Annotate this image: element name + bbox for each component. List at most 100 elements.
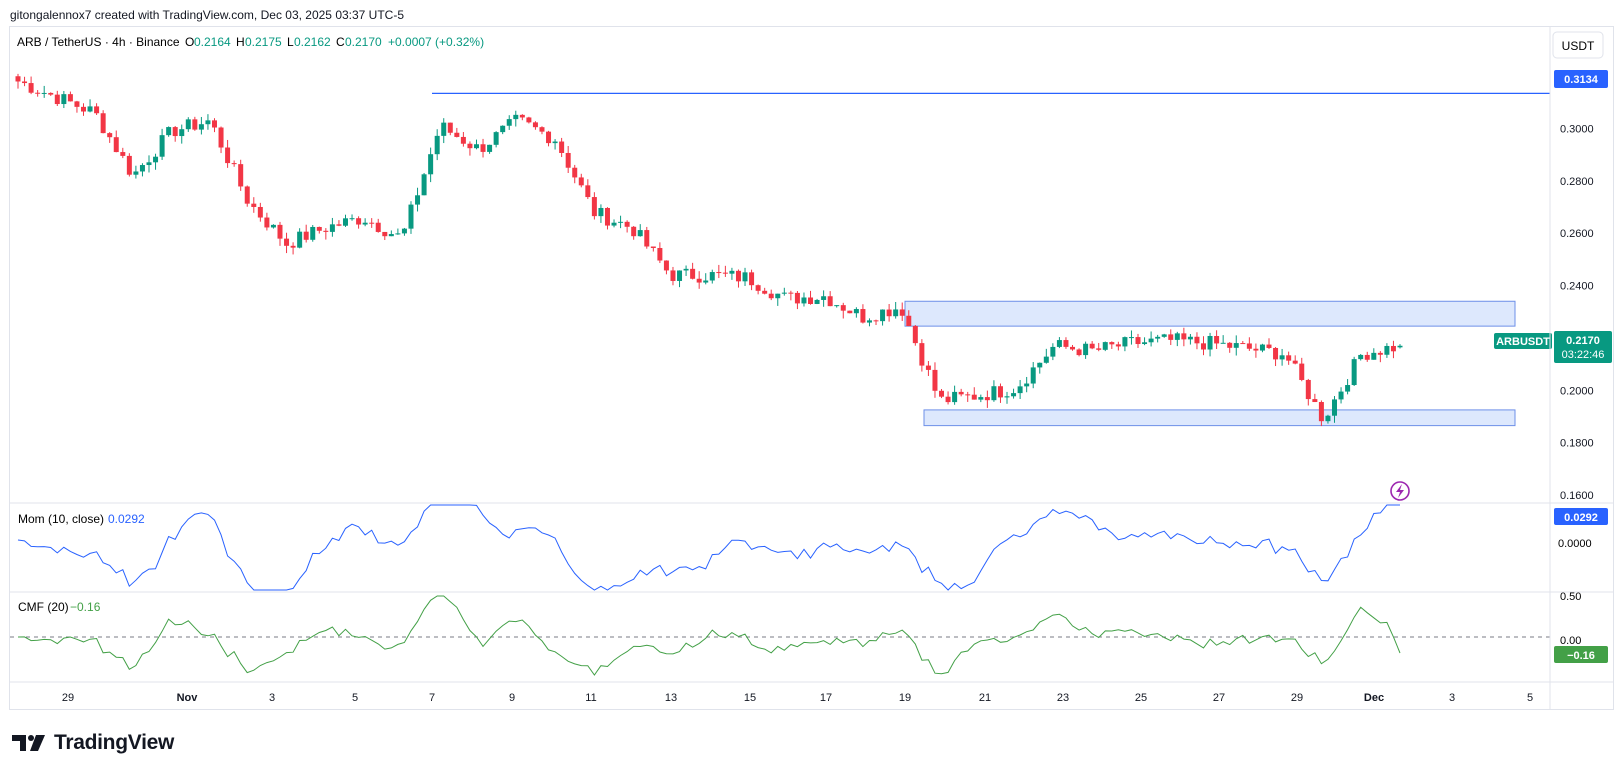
candle-body xyxy=(768,293,774,299)
candle-body xyxy=(670,270,676,281)
candle-body xyxy=(578,177,584,186)
candle-body xyxy=(22,81,28,84)
candle-body xyxy=(1070,346,1076,350)
low-label: L xyxy=(287,35,294,49)
candle-body xyxy=(585,185,591,198)
candle-body xyxy=(87,106,93,112)
price-tag-countdown: 03:22:46 xyxy=(1562,349,1605,361)
candle-body xyxy=(618,221,624,223)
mom-label[interactable]: Mom (10, close) xyxy=(18,512,104,526)
candle-body xyxy=(1115,344,1121,347)
candle-body xyxy=(532,122,538,128)
candle-body xyxy=(179,129,185,137)
candle-body xyxy=(480,144,486,152)
candle-body xyxy=(984,397,990,401)
candle-body xyxy=(1220,342,1226,344)
candle-body xyxy=(133,171,139,175)
candle-body xyxy=(860,309,866,323)
candle-body xyxy=(1312,399,1318,403)
candle-body xyxy=(388,234,394,237)
candle-body xyxy=(559,141,565,153)
candle-body xyxy=(1063,340,1069,347)
candle-body xyxy=(251,203,257,207)
candle-body xyxy=(415,195,421,205)
cmf-line xyxy=(17,595,1401,676)
candle-body xyxy=(690,268,696,279)
candle-body xyxy=(401,228,407,234)
candle-body xyxy=(1325,415,1331,422)
candle-body xyxy=(225,147,231,164)
candle-body xyxy=(552,141,558,144)
time-axis-tick: 9 xyxy=(509,692,515,704)
candle-body xyxy=(41,92,47,94)
candle-body xyxy=(1338,391,1344,400)
candle-body xyxy=(139,165,145,172)
symbol-tag xyxy=(1494,333,1552,349)
symbol-name[interactable]: ARB / TetherUS · 4h · Binance xyxy=(17,35,180,49)
candle-body xyxy=(28,83,34,93)
candle-body xyxy=(1089,343,1095,349)
candle-body xyxy=(146,162,152,166)
candle-body xyxy=(709,272,715,281)
chart-frame xyxy=(9,26,1614,710)
tradingview-logo[interactable]: TradingView xyxy=(12,731,174,755)
candle-body xyxy=(1194,336,1200,344)
candle-body xyxy=(297,231,303,248)
candle-body xyxy=(1397,345,1403,348)
candle-body xyxy=(369,222,375,224)
candle-body xyxy=(781,292,787,294)
cmf-axis-top: 0.50 xyxy=(1560,591,1581,603)
candle-body xyxy=(696,278,702,283)
supply-zone xyxy=(904,300,1516,327)
candle-body xyxy=(1246,343,1252,349)
time-axis-tick: 23 xyxy=(1057,692,1069,704)
candle-body xyxy=(362,222,368,225)
currency-button-label[interactable]: USDT xyxy=(1562,39,1595,53)
candle-body xyxy=(591,197,597,217)
lightning-icon[interactable] xyxy=(1390,481,1410,501)
candle-body xyxy=(925,365,931,370)
price-axis-tick: 0.2400 xyxy=(1560,281,1594,293)
candle-body xyxy=(539,127,545,132)
axes: 0.32000.30000.28000.26000.24000.22000.20… xyxy=(62,71,1594,704)
candle-body xyxy=(663,260,669,271)
candle-body xyxy=(107,133,113,138)
candle-body xyxy=(1109,342,1115,345)
time-axis-tick: 5 xyxy=(1527,692,1533,704)
candle-body xyxy=(978,397,984,400)
candle-body xyxy=(1207,335,1213,350)
candle-body xyxy=(794,292,800,304)
mom-value: 0.0292 xyxy=(108,512,145,526)
candle-body xyxy=(284,238,290,246)
candle-body xyxy=(873,320,879,322)
candle-body xyxy=(1286,355,1292,361)
candle-body xyxy=(244,186,250,204)
candle-body xyxy=(310,226,316,240)
candle-body xyxy=(153,156,159,163)
candle-body xyxy=(1201,343,1207,350)
candles[interactable] xyxy=(15,73,1403,427)
cmf-label[interactable]: CMF (20) xyxy=(18,600,69,614)
candle-body xyxy=(1266,344,1272,348)
candle-body xyxy=(1122,337,1128,347)
candle-body xyxy=(1128,337,1134,339)
candle-body xyxy=(755,285,761,291)
candle-body xyxy=(1214,335,1220,344)
close-value: 0.2170 xyxy=(345,35,382,49)
candle-body xyxy=(1142,342,1148,345)
candle-body xyxy=(454,132,460,137)
candle-body xyxy=(342,218,348,226)
candle-body xyxy=(1037,362,1043,368)
candle-body xyxy=(303,231,309,240)
mom-axis-zero: 0.0000 xyxy=(1558,538,1592,550)
currency-button[interactable] xyxy=(1552,31,1604,59)
candle-body xyxy=(801,297,807,304)
candle-body xyxy=(375,222,381,232)
time-axis-tick: 3 xyxy=(1449,692,1455,704)
candle-body xyxy=(270,224,276,228)
candle-body xyxy=(356,218,362,225)
candle-body xyxy=(1358,354,1364,360)
candle-body xyxy=(997,386,1003,398)
candle-body xyxy=(644,230,650,247)
